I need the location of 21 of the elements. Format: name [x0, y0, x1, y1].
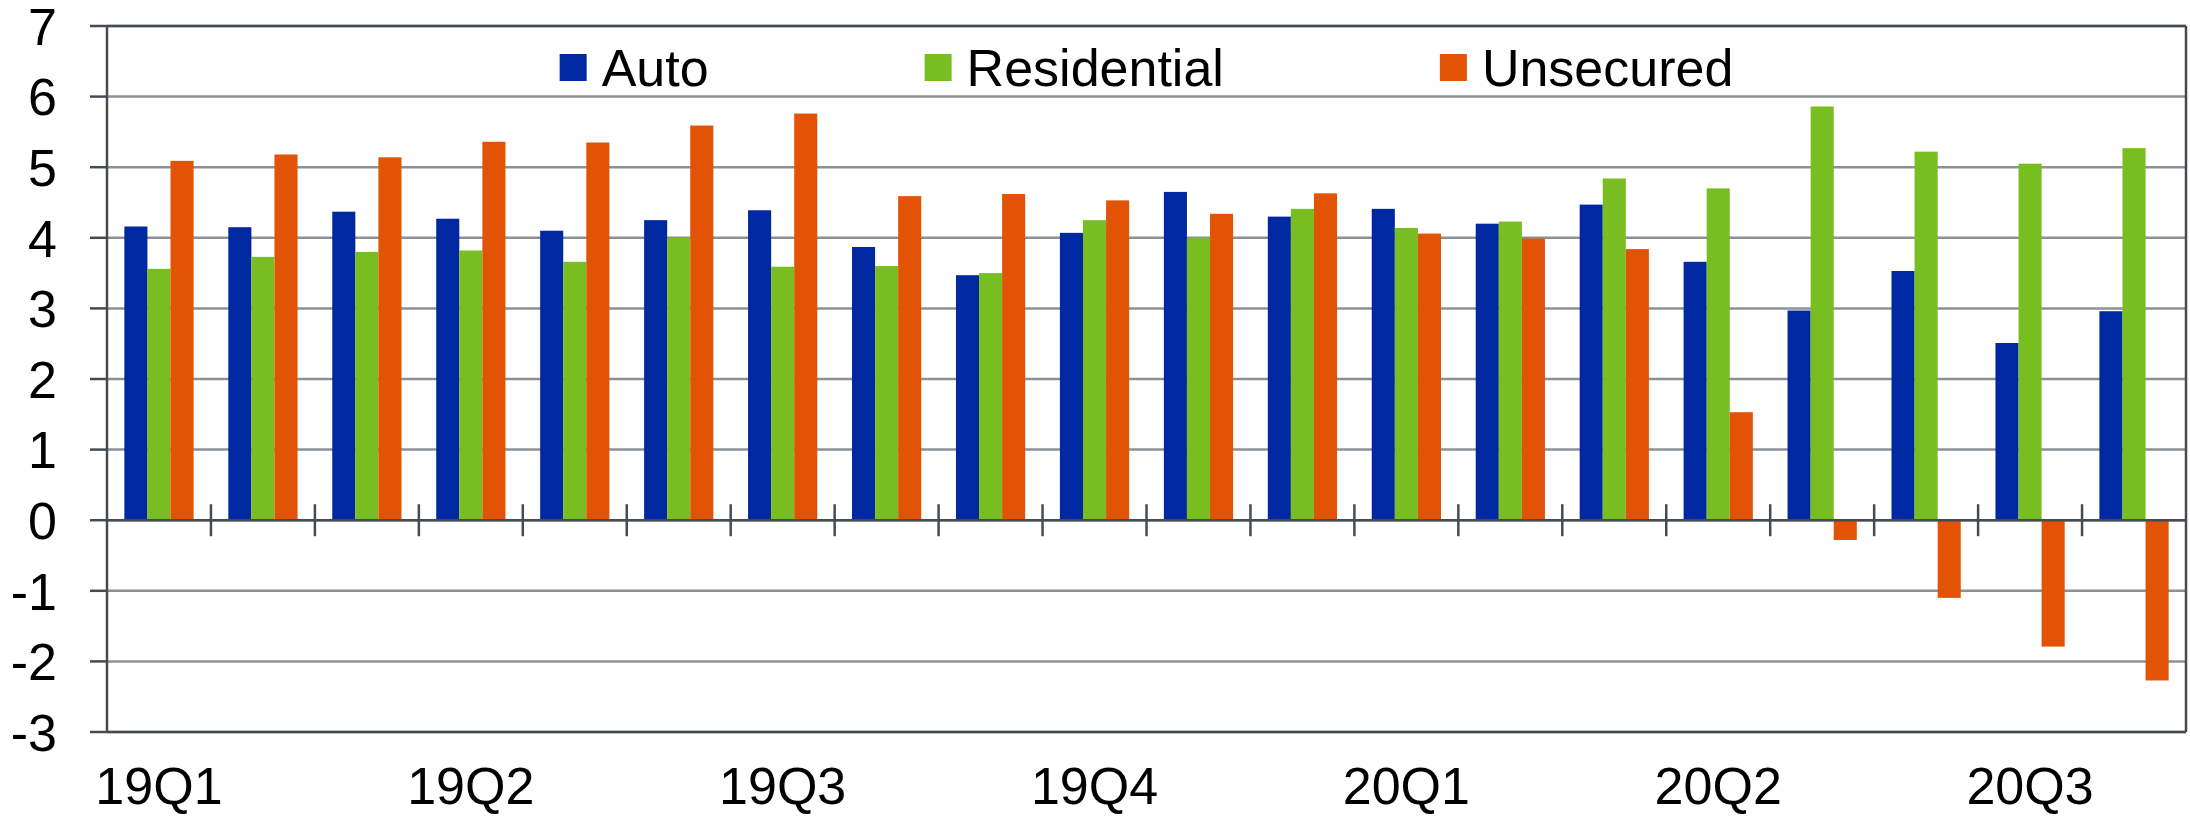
x-tick-label: 19Q4	[1030, 757, 1159, 815]
x-tick-label: 19Q3	[719, 757, 847, 815]
x-tick-label: 20Q1	[1342, 757, 1470, 815]
x-tick-label: 20Q3	[1966, 757, 2094, 815]
x-tick-label: 19Q1	[95, 757, 223, 815]
legend-label: Residential	[966, 39, 1224, 98]
y-tick-label: -1	[10, 562, 57, 621]
y-tick-label: -3	[10, 703, 57, 762]
y-tick-label: 2	[28, 350, 57, 409]
y-tick-label: 5	[28, 138, 57, 197]
x-tick-label: 20Q2	[1654, 757, 1782, 815]
y-tick-label: -2	[10, 633, 57, 692]
y-tick-label: 1	[28, 421, 57, 480]
y-tick-label: 6	[28, 68, 57, 127]
y-tick-label: 7	[28, 0, 57, 56]
y-tick-label: 4	[28, 209, 57, 268]
y-tick-label: 0	[28, 491, 57, 550]
legend-label: Auto	[601, 39, 709, 98]
legend-label: Unsecured	[1481, 39, 1734, 98]
y-tick-label: 3	[28, 280, 57, 339]
x-tick-label: 19Q2	[407, 757, 535, 815]
